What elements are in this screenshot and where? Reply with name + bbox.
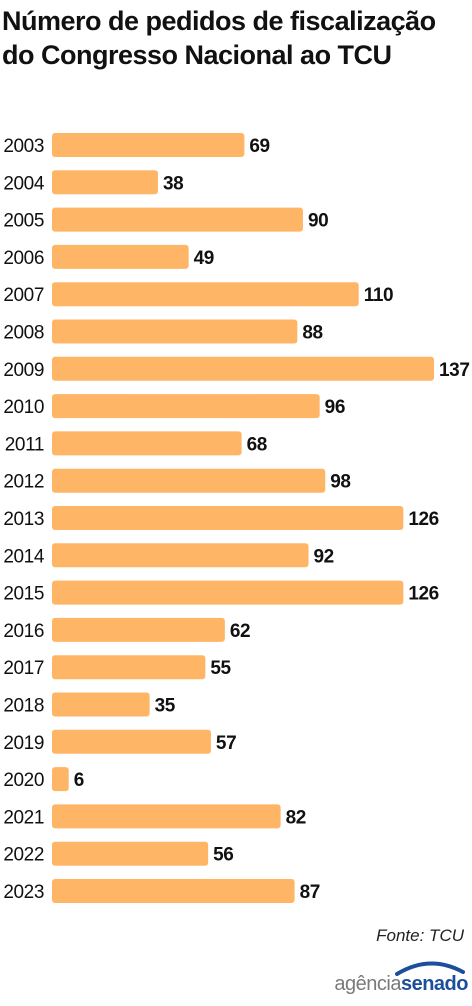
bar-2008 xyxy=(52,319,298,344)
value-label-2012: 98 xyxy=(330,472,350,493)
bar-2013 xyxy=(52,506,404,530)
year-label-2007: 2007 xyxy=(3,285,44,306)
value-label-2019: 57 xyxy=(216,733,236,754)
year-label-2020: 2020 xyxy=(3,770,44,791)
logo-arc-icon xyxy=(394,961,465,976)
year-label-2012: 2012 xyxy=(3,472,44,493)
bar-2012 xyxy=(52,468,326,493)
bar-2005 xyxy=(52,207,303,232)
value-label-2008: 88 xyxy=(302,323,322,344)
bar-2006 xyxy=(52,244,189,269)
value-label-2016: 62 xyxy=(230,621,250,642)
year-label-2021: 2021 xyxy=(3,807,44,828)
bar-2023 xyxy=(52,879,295,903)
value-label-2011: 68 xyxy=(247,434,267,455)
year-label-2014: 2014 xyxy=(3,546,45,567)
value-label-2003: 69 xyxy=(249,136,269,157)
bar-2011 xyxy=(52,431,242,456)
year-label-2009: 2009 xyxy=(3,360,44,381)
value-label-2004: 38 xyxy=(163,173,183,194)
source-note: Fonte: TCU xyxy=(376,926,464,945)
chart-title: Número de pedidos de fiscalização do Con… xyxy=(2,6,436,70)
agencia-senado-logo: agência senado xyxy=(334,960,469,995)
value-label-2013: 126 xyxy=(408,509,439,530)
bar-2014 xyxy=(52,543,309,568)
year-label-2010: 2010 xyxy=(3,397,44,418)
year-label-2006: 2006 xyxy=(3,248,44,269)
bar-2015 xyxy=(52,580,404,605)
value-label-2023: 87 xyxy=(300,882,320,903)
year-label-2013: 2013 xyxy=(3,509,44,530)
value-label-2020: 6 xyxy=(74,770,84,791)
year-label-2016: 2016 xyxy=(3,621,44,642)
bar-2021 xyxy=(52,804,281,829)
year-label-2004: 2004 xyxy=(3,173,45,194)
bar-2003 xyxy=(52,133,245,157)
value-label-2018: 35 xyxy=(155,696,176,717)
value-label-2015: 126 xyxy=(408,584,439,605)
bar-2017 xyxy=(52,655,206,680)
value-label-2009: 137 xyxy=(439,360,470,381)
bar-2016 xyxy=(52,617,225,642)
year-label-2022: 2022 xyxy=(3,845,44,866)
year-label-2003: 2003 xyxy=(3,136,44,157)
year-label-2008: 2008 xyxy=(3,323,44,344)
year-label-2023: 2023 xyxy=(3,882,44,903)
value-label-2005: 90 xyxy=(308,211,328,232)
value-label-2021: 82 xyxy=(286,807,306,828)
logo-text-senado: senado xyxy=(400,973,469,995)
value-label-2017: 55 xyxy=(210,658,231,679)
logo-text-agencia: agência xyxy=(334,973,401,995)
year-label-2019: 2019 xyxy=(3,733,44,754)
value-label-2014: 92 xyxy=(314,546,334,567)
bar-2020 xyxy=(52,767,69,792)
year-label-2017: 2017 xyxy=(3,658,44,679)
value-label-2006: 49 xyxy=(194,248,214,269)
year-label-2015: 2015 xyxy=(3,584,44,605)
bar-2018 xyxy=(52,692,150,717)
bar-2019 xyxy=(52,729,211,754)
value-label-2010: 96 xyxy=(325,397,345,418)
year-label-2005: 2005 xyxy=(3,211,44,232)
year-label-2018: 2018 xyxy=(3,696,44,717)
bar-2007 xyxy=(52,282,359,307)
value-label-2022: 56 xyxy=(213,845,233,866)
bar-2004 xyxy=(52,170,158,195)
bar-2010 xyxy=(52,394,320,419)
value-label-2007: 110 xyxy=(364,285,393,306)
bar-2022 xyxy=(52,841,209,866)
year-label-2011: 2011 xyxy=(5,434,44,455)
bar-2009 xyxy=(52,356,434,381)
